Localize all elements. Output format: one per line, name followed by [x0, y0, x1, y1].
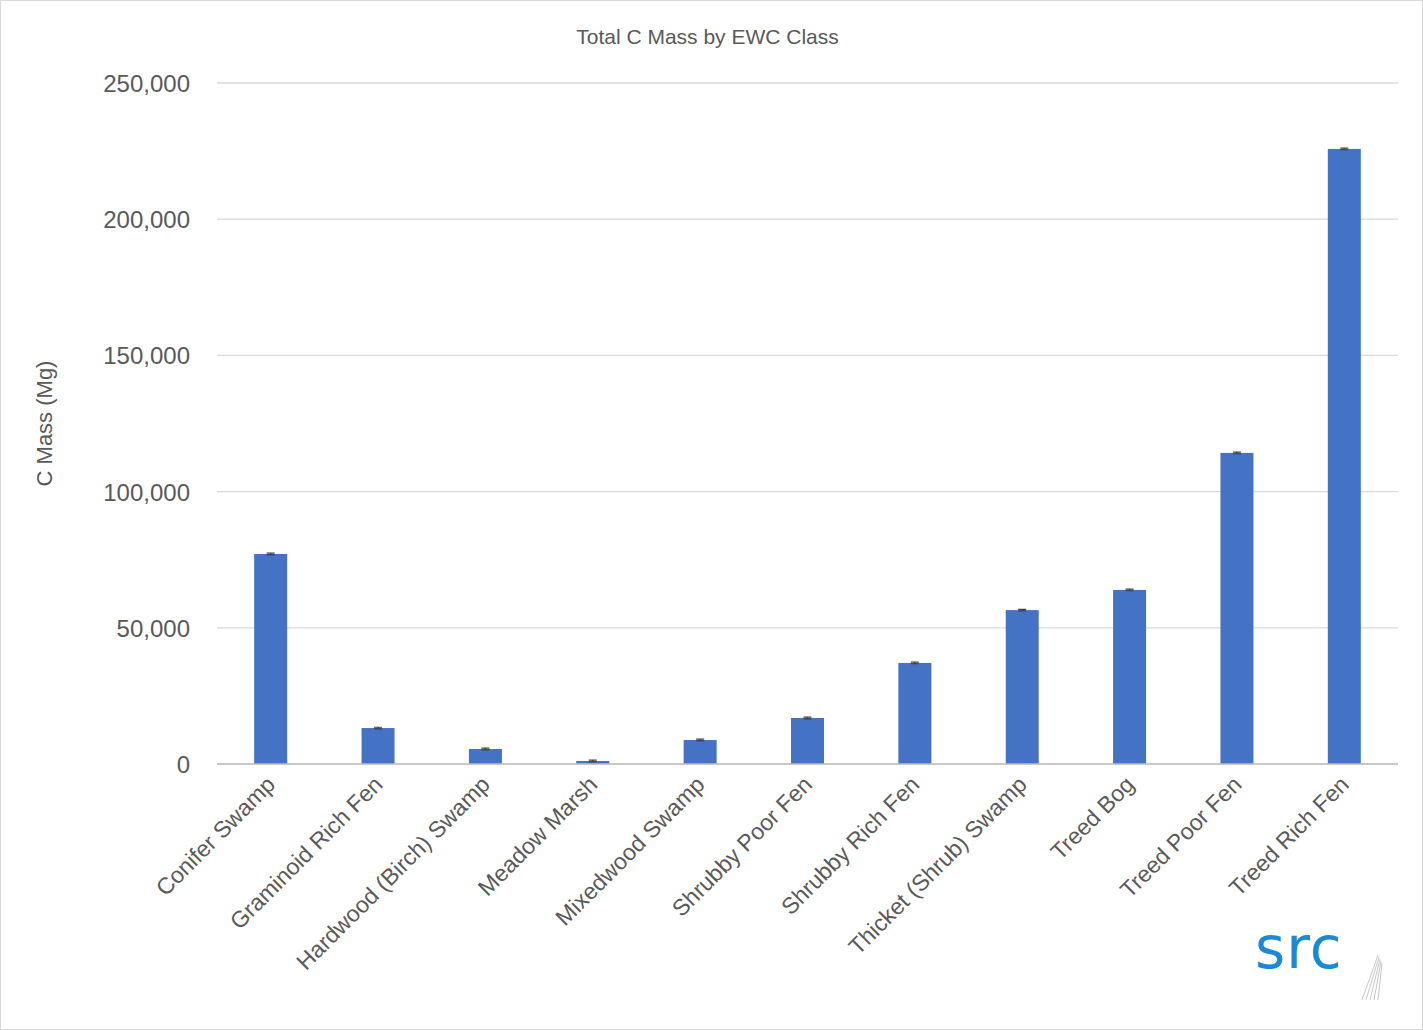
- bar: [1328, 149, 1361, 764]
- bar: [1220, 453, 1253, 764]
- y-tick-label: 100,000: [103, 479, 190, 506]
- x-tick-label: Treed Bog: [1045, 771, 1139, 865]
- logo-mark: [1362, 955, 1382, 1000]
- bars: [254, 148, 1361, 764]
- grid: [217, 83, 1398, 764]
- chart-area: [1, 1, 1423, 1030]
- error-bar: [1018, 609, 1026, 611]
- error-bar: [1340, 148, 1348, 150]
- bar: [1006, 610, 1039, 764]
- bar: [684, 740, 717, 764]
- error-bar: [374, 727, 382, 729]
- bar: [469, 749, 502, 764]
- bar: [362, 728, 395, 764]
- error-bar: [589, 760, 597, 762]
- grid-line: [217, 763, 1398, 764]
- y-tick-label: 0: [177, 751, 190, 778]
- error-bar: [1233, 452, 1241, 454]
- error-bar: [1126, 589, 1134, 591]
- y-axis-label: C Mass (Mg): [32, 361, 57, 487]
- logo: src: [1255, 914, 1343, 982]
- grid-line: [217, 355, 1398, 356]
- bar: [791, 718, 824, 764]
- error-bar: [804, 717, 812, 719]
- y-tick-label: 150,000: [103, 342, 190, 369]
- x-axis: [217, 763, 1398, 764]
- x-tick-label: Hardwood (Birch) Swamp: [291, 771, 495, 975]
- grid-line: [217, 82, 1398, 83]
- grid-line: [217, 219, 1398, 220]
- y-tick-label: 50,000: [117, 615, 190, 642]
- error-bar: [696, 739, 704, 741]
- error-bar: [481, 748, 489, 750]
- y-tick-label: 200,000: [103, 206, 190, 233]
- error-bar: [267, 553, 275, 555]
- title: Total C Mass by EWC Class: [576, 25, 839, 48]
- x-tick-label: Thicket (Shrub) Swamp: [843, 771, 1031, 959]
- bar: [898, 663, 931, 764]
- chart: Total C Mass by EWC Class C Mass (Mg) 0 50,…: [0, 0, 1423, 1030]
- error-bar: [911, 662, 919, 664]
- x-tick-label: Treed Rich Fen: [1224, 771, 1354, 901]
- bar: [254, 554, 287, 764]
- y-tick-label: 250,000: [103, 70, 190, 97]
- bar: [1113, 590, 1146, 764]
